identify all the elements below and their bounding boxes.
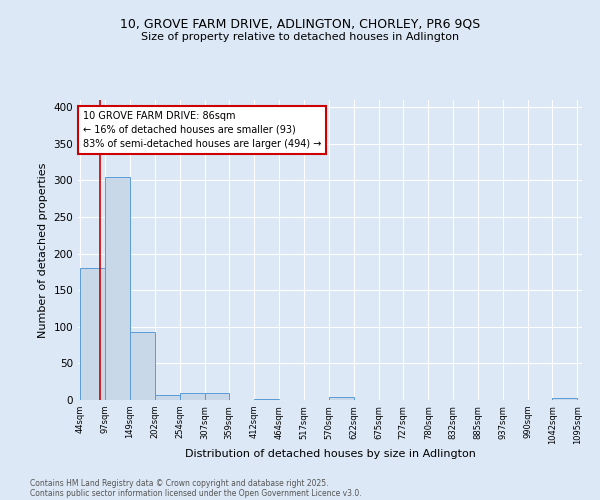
Bar: [130, 332, 155, 400]
Bar: [155, 395, 179, 400]
Bar: [179, 394, 205, 400]
Bar: [254, 398, 279, 400]
Text: 10 GROVE FARM DRIVE: 86sqm
← 16% of detached houses are smaller (93)
83% of semi: 10 GROVE FARM DRIVE: 86sqm ← 16% of deta…: [83, 111, 322, 149]
Bar: [80, 268, 106, 400]
Bar: [205, 394, 229, 400]
Text: Contains HM Land Registry data © Crown copyright and database right 2025.: Contains HM Land Registry data © Crown c…: [30, 478, 329, 488]
Text: Contains public sector information licensed under the Open Government Licence v3: Contains public sector information licen…: [30, 488, 362, 498]
Text: 10, GROVE FARM DRIVE, ADLINGTON, CHORLEY, PR6 9QS: 10, GROVE FARM DRIVE, ADLINGTON, CHORLEY…: [120, 18, 480, 30]
Y-axis label: Number of detached properties: Number of detached properties: [38, 162, 48, 338]
Bar: [329, 397, 353, 400]
Bar: [552, 398, 577, 400]
Text: Size of property relative to detached houses in Adlington: Size of property relative to detached ho…: [141, 32, 459, 42]
Bar: [106, 177, 130, 400]
X-axis label: Distribution of detached houses by size in Adlington: Distribution of detached houses by size …: [185, 450, 475, 460]
